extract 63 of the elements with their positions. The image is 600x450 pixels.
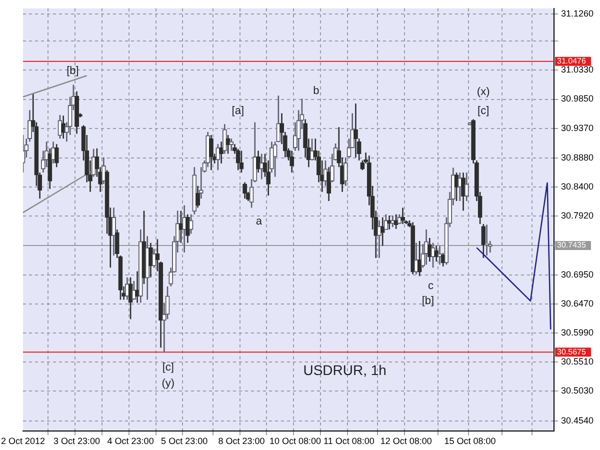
y-tick-label: 30.8880: [561, 152, 594, 162]
x-tick-label: 5 Oct 23:00: [161, 436, 208, 446]
x-tick-label: 3 Oct 23:00: [54, 436, 100, 446]
x-tick-label: 15 Oct 08:00: [444, 436, 496, 446]
ref-line-label: 31.0476: [557, 56, 586, 66]
candlestick: [236, 148, 240, 171]
annotation: (y): [162, 378, 175, 390]
candlestick: [259, 153, 264, 180]
candlestick: [434, 245, 439, 262]
y-tick-label: 30.5510: [561, 356, 594, 367]
candlestick: [208, 134, 214, 171]
y-tick-label: 30.5030: [561, 386, 594, 396]
candlestick: [464, 172, 469, 202]
y-tick-label: 30.9850: [561, 94, 594, 104]
candlestick: [196, 185, 200, 208]
candlestick: [326, 166, 332, 202]
annotation: USDRUR, 1h: [303, 362, 386, 378]
annotation: b: [313, 85, 320, 98]
annotation: [b]: [422, 295, 434, 308]
candlestick: [135, 270, 140, 304]
y-tick-label: 30.5990: [561, 328, 594, 338]
ref-line-label: 30.5675: [557, 347, 586, 356]
y-tick-label: 31.1260: [561, 8, 594, 18]
candlestick: [343, 156, 348, 187]
candlestick: [219, 141, 224, 164]
y-tick-label: 30.4540: [561, 415, 594, 426]
annotation: [c]: [162, 362, 174, 374]
candlestick: [178, 210, 184, 244]
annotation: (x): [476, 86, 490, 98]
candlestick: [380, 216, 385, 246]
candlestick: [384, 214, 388, 230]
candlestick: [481, 223, 486, 259]
x-tick-label: 11 Oct 08:00: [324, 436, 374, 446]
x-tick-label: 8 Oct 23:00: [218, 436, 265, 446]
y-tick-label: 31.0330: [561, 64, 594, 75]
candlestick: [188, 214, 194, 234]
candlestick: [387, 214, 392, 230]
x-tick-label: 2 Oct 2012: [1, 436, 46, 446]
x-tick-label: 12 Oct 08:00: [380, 436, 432, 446]
annotation: a: [256, 215, 263, 228]
y-tick-label: 30.7920: [561, 210, 594, 221]
candlestick: [269, 141, 274, 174]
candlestick: [112, 207, 116, 256]
candlestick: [185, 214, 190, 244]
candlestick: [353, 102, 358, 158]
candlestick: [128, 276, 133, 320]
candlestick: [239, 150, 244, 174]
y-tick-label: 30.6470: [561, 298, 594, 308]
x-tick-label: 10 Oct 08:00: [269, 436, 321, 446]
candlestick: [222, 123, 227, 154]
candlestick: [290, 150, 294, 174]
candlestick: [54, 143, 59, 168]
annotation: [c]: [478, 105, 490, 118]
y-tick-label: 30.9370: [561, 122, 594, 133]
candlestick: [242, 182, 248, 200]
y-tick-label: 30.6950: [561, 269, 594, 280]
annotation: c: [428, 280, 434, 292]
x-tick-label: 4 Oct 23:00: [107, 436, 154, 446]
candlestick: [390, 214, 395, 228]
annotation: [b]: [66, 65, 79, 78]
annotation: [a]: [232, 105, 244, 118]
ref-line-label: 30.7435: [557, 240, 586, 250]
y-tick-label: 30.8400: [561, 182, 594, 192]
